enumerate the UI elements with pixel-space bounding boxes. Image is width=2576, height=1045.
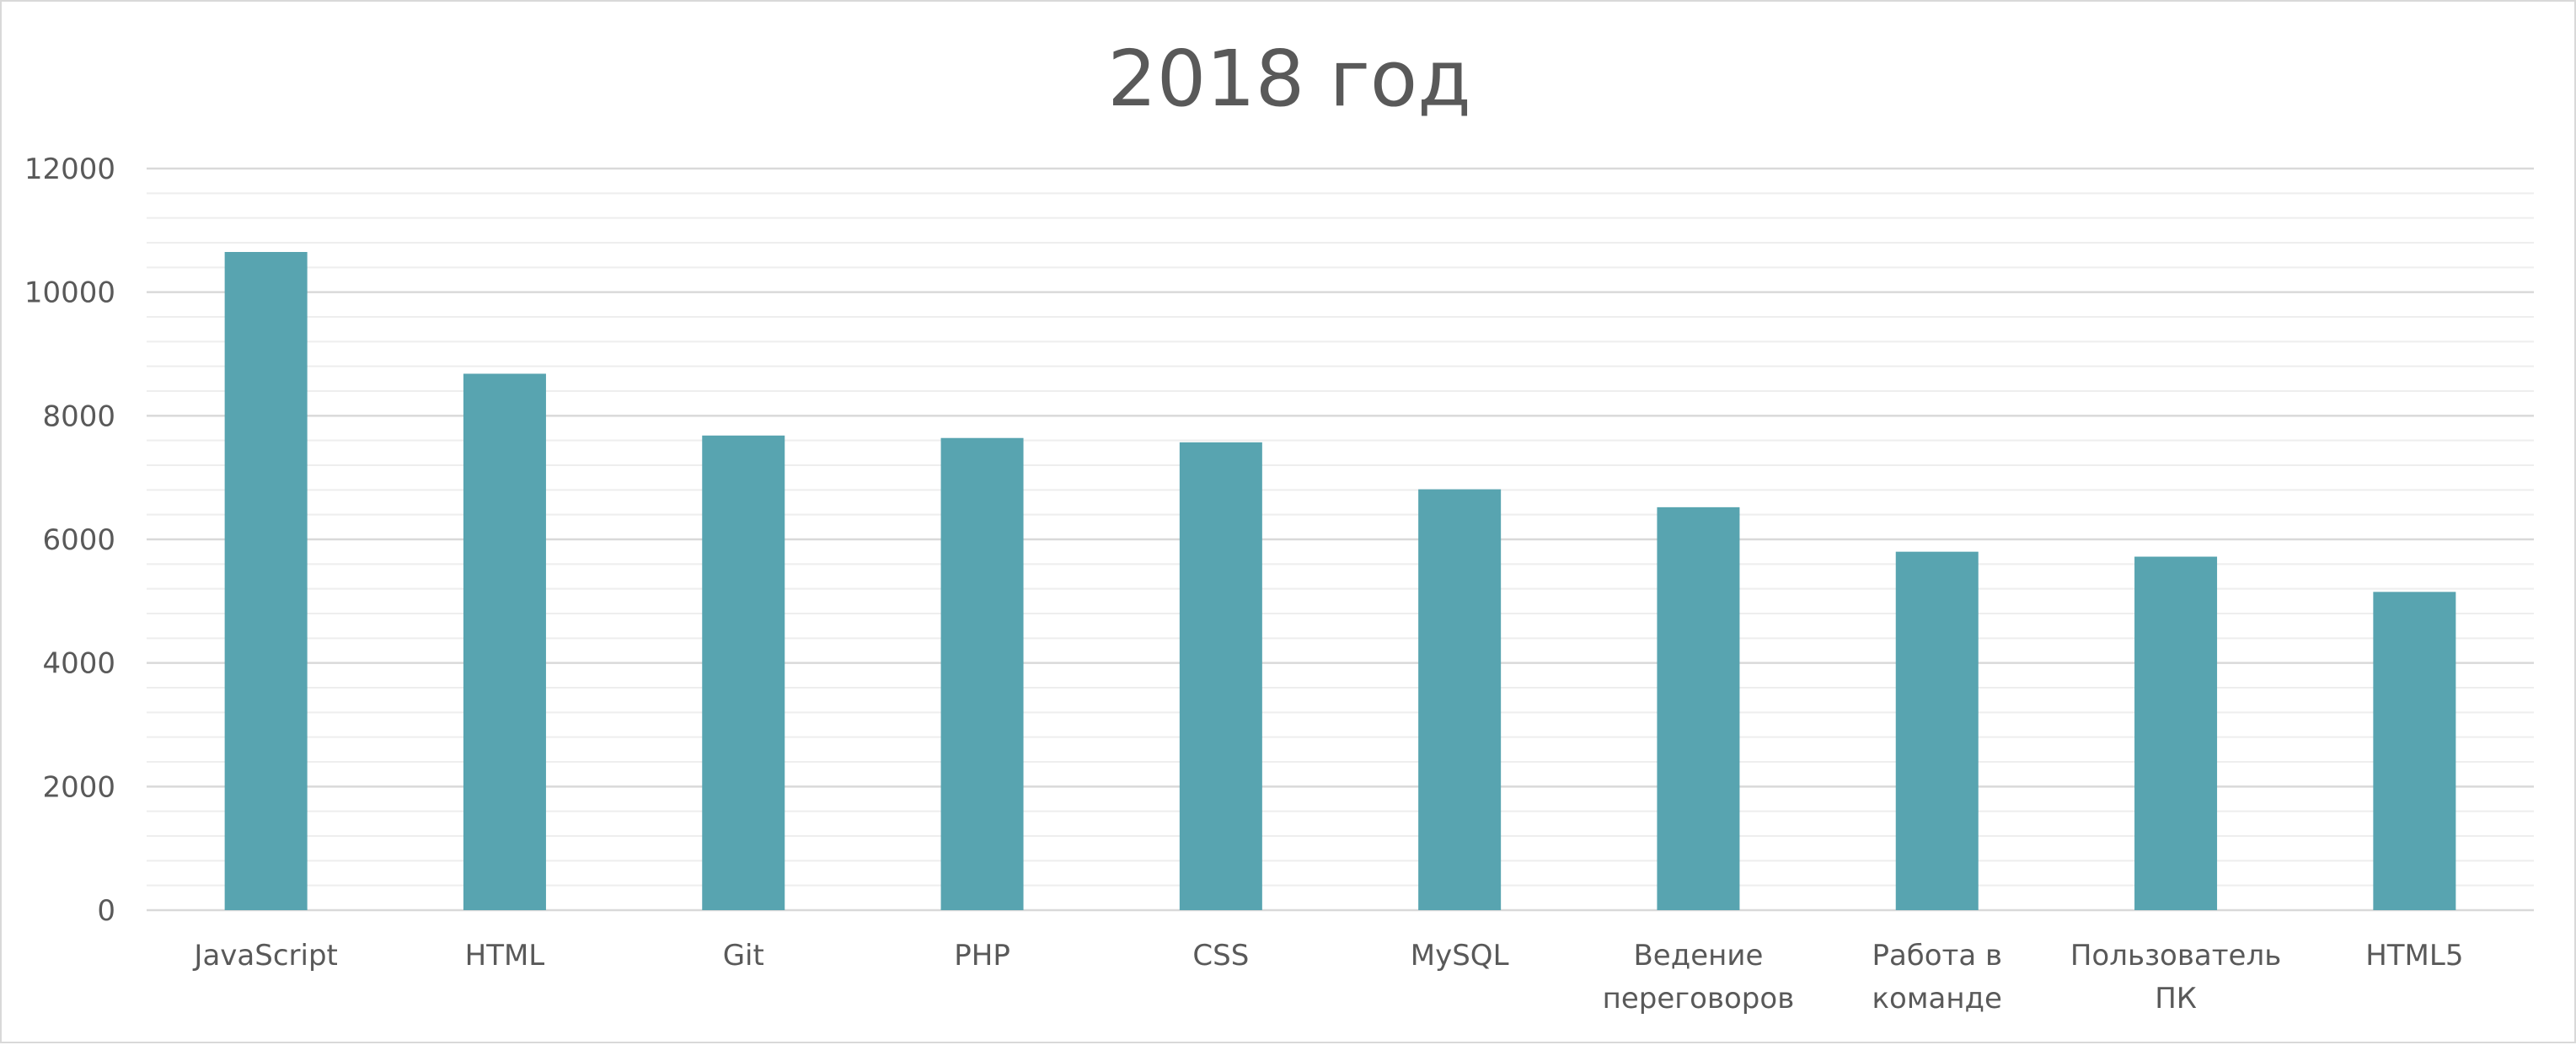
x-category-label: MySQL — [1411, 939, 1509, 973]
bar — [1895, 551, 1979, 910]
y-tick-label: 12000 — [24, 153, 115, 186]
y-tick-label: 10000 — [24, 276, 115, 310]
y-tick-label: 6000 — [42, 523, 115, 557]
bar — [702, 435, 785, 910]
x-axis-categories: JavaScript HTML Git PHP CSS MySQL Ведение перег… — [192, 939, 2463, 1016]
bars — [224, 252, 2456, 910]
y-tick-label: 4000 — [42, 647, 115, 681]
bar — [1657, 506, 1740, 910]
x-category-label: PHP — [954, 939, 1010, 973]
x-category-label: Пользователь ПК — [2070, 939, 2281, 1016]
x-category-label: HTML — [465, 939, 545, 973]
y-axis-ticks: 0 2000 4000 6000 8000 10000 12000 — [24, 153, 115, 928]
bar — [463, 373, 546, 910]
y-tick-label: 8000 — [42, 399, 115, 433]
y-tick-label: 0 — [97, 894, 115, 928]
x-category-label: Git — [723, 939, 764, 973]
y-tick-label: 2000 — [42, 770, 115, 804]
x-category-label: Работа в команде — [1872, 939, 2002, 1016]
bar — [2134, 556, 2218, 910]
x-category-label: JavaScript — [192, 939, 337, 973]
x-category-label: Ведение переговоров — [1603, 939, 1795, 1016]
x-category-label: HTML5 — [2365, 939, 2463, 973]
bar — [224, 252, 308, 910]
bar — [1418, 489, 1502, 910]
bar — [1179, 442, 1262, 910]
bar — [2373, 592, 2456, 910]
chart-title: 2018 год — [1107, 34, 1471, 124]
x-category-label: CSS — [1192, 939, 1249, 973]
bar — [940, 437, 1024, 910]
